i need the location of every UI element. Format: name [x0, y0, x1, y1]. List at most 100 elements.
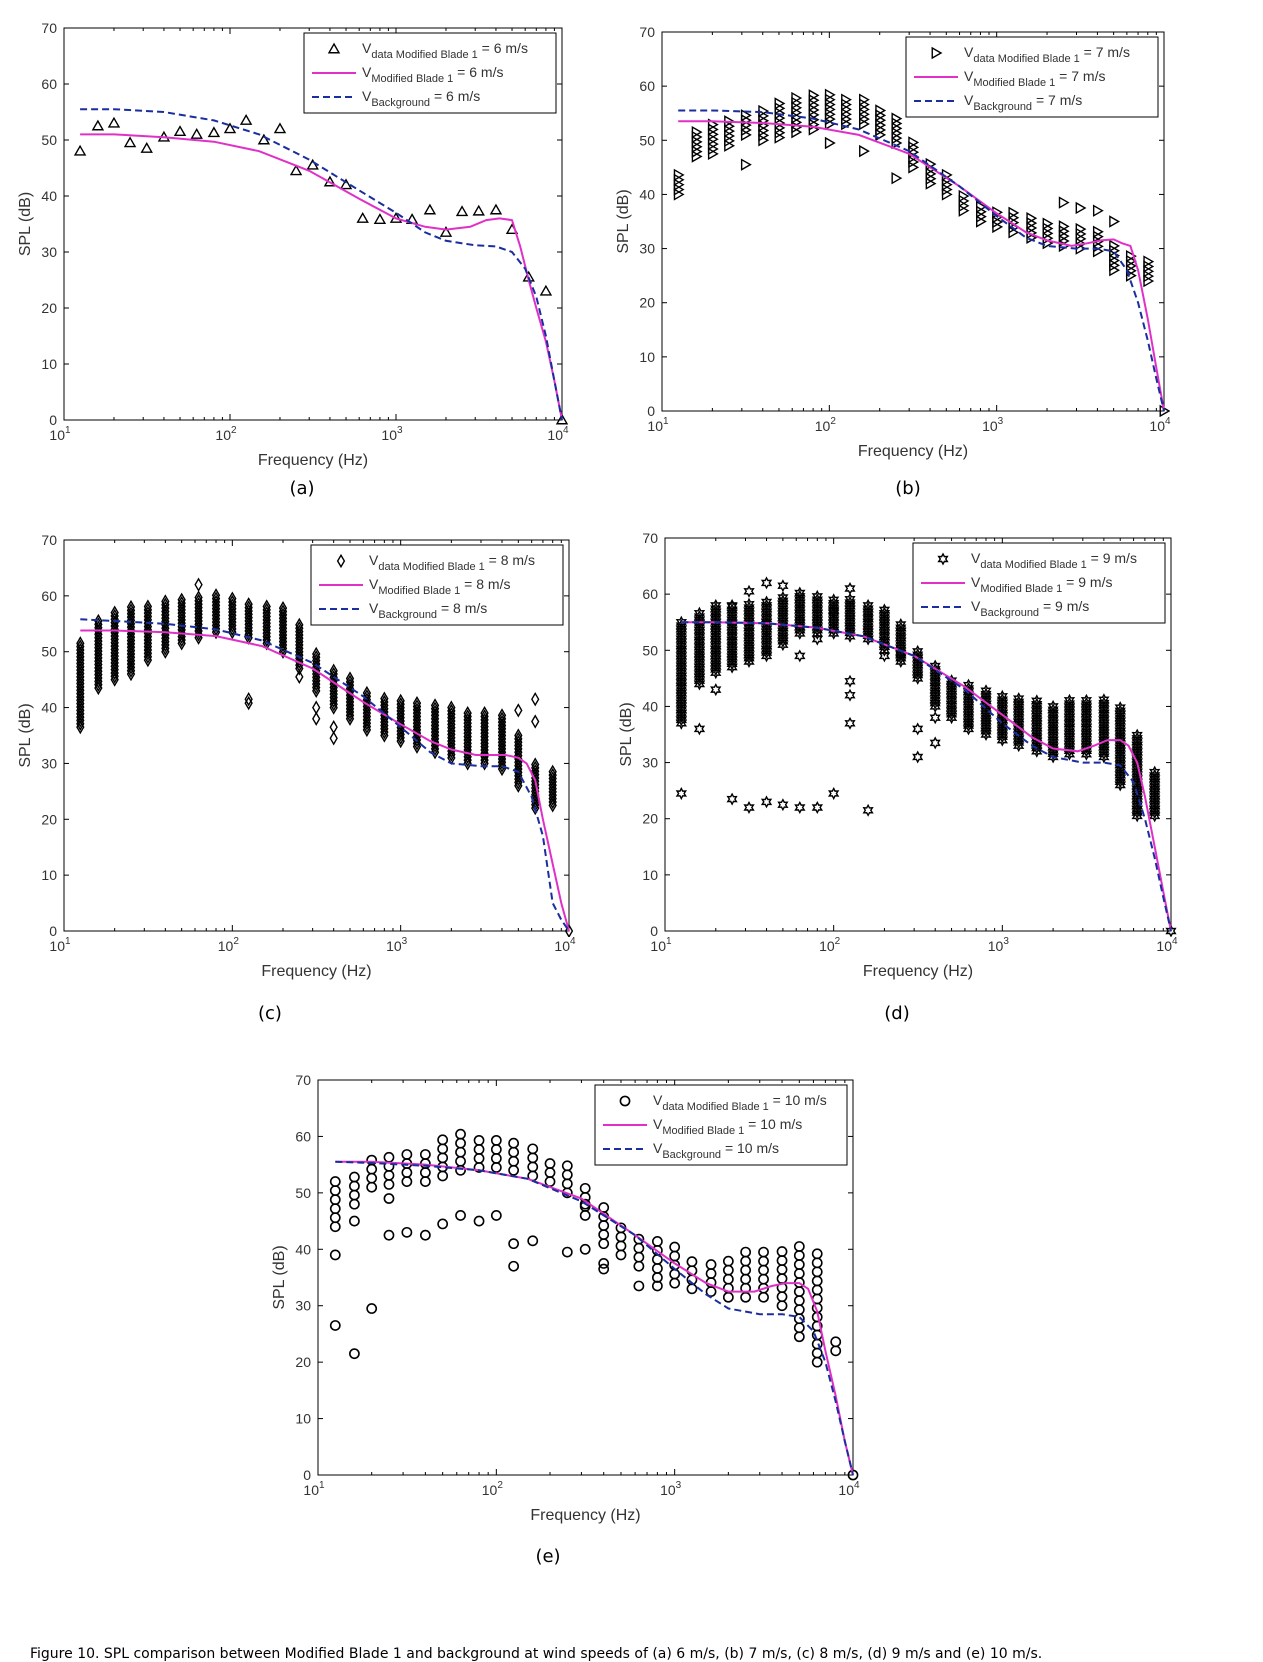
data-point — [844, 612, 856, 626]
data-point — [945, 687, 958, 701]
data-point — [980, 687, 992, 701]
chart-panel-a: 0 10 20 30 40 50 60 70 101 102 103 104 Frequency (Hz… — [0, 0, 620, 520]
data-point — [710, 612, 722, 626]
data-point — [437, 1134, 449, 1146]
data-point — [743, 654, 755, 669]
y-tick-label: 40 — [41, 188, 57, 204]
panel-label-d: (d) — [884, 1003, 910, 1024]
y-tick-label: 20 — [295, 1354, 311, 1370]
data-point — [722, 1255, 734, 1267]
data-point — [878, 623, 891, 637]
data-point — [548, 764, 557, 779]
data-point — [1148, 795, 1161, 809]
data-point — [693, 640, 706, 654]
data-point — [633, 1280, 645, 1292]
data-point — [827, 616, 840, 630]
data-point — [1098, 743, 1110, 757]
data-point — [878, 613, 891, 627]
legend-marker — [336, 553, 346, 569]
data-point — [295, 617, 304, 633]
data-point — [1080, 697, 1093, 711]
data-point — [895, 631, 907, 645]
data-point — [366, 1303, 378, 1314]
data-point — [962, 719, 975, 732]
data-point — [743, 604, 755, 618]
legend-label: VModified Blade 1 = 9 m/s — [971, 574, 1112, 595]
data-point — [760, 576, 773, 590]
data-point — [123, 136, 137, 148]
data-point — [1080, 727, 1093, 741]
data-point — [929, 673, 941, 686]
data-point — [878, 610, 891, 624]
data-point — [777, 634, 789, 648]
data-point — [945, 701, 958, 715]
data-point — [929, 686, 941, 700]
data-point — [497, 708, 507, 723]
data-point — [675, 686, 688, 700]
data-point — [811, 606, 824, 620]
data-point — [1012, 692, 1025, 706]
legend-label: VBackground = 10 m/s — [653, 1140, 779, 1161]
y-axis-label: SPL (dB) — [17, 192, 34, 256]
y-tick-label: 30 — [295, 1298, 311, 1314]
data-point — [356, 211, 369, 223]
data-point — [1047, 740, 1059, 754]
data-point — [289, 164, 303, 176]
data-point — [1143, 255, 1155, 268]
y-tick-label: 10 — [642, 867, 658, 883]
data-point — [891, 112, 903, 125]
data-point — [811, 589, 824, 603]
y-tick-label: 30 — [639, 241, 655, 257]
data-point — [1148, 792, 1161, 806]
data-point — [794, 626, 806, 640]
data-point — [726, 620, 738, 634]
data-point — [295, 669, 304, 684]
data-point — [962, 712, 975, 726]
data-point — [1031, 694, 1043, 708]
legend-marker — [619, 1095, 631, 1107]
data-point — [419, 1229, 431, 1241]
series-line-background — [681, 621, 1172, 932]
x-tick-label: 103 — [982, 416, 1004, 434]
data-point — [693, 616, 706, 630]
data-point — [895, 621, 907, 635]
data-point — [945, 684, 958, 698]
data-point — [827, 604, 840, 618]
data-point — [1047, 723, 1059, 737]
data-point — [437, 1218, 449, 1230]
data-point — [1031, 734, 1043, 748]
y-tick-label: 20 — [41, 300, 57, 316]
data-point — [844, 602, 856, 616]
data-point — [531, 692, 540, 707]
data-point — [1098, 726, 1110, 740]
data-point — [996, 716, 1009, 730]
data-point — [1012, 722, 1025, 736]
data-point — [598, 1263, 610, 1275]
data-point — [693, 636, 706, 651]
data-point — [710, 639, 722, 653]
data-point — [980, 711, 992, 725]
data-point — [996, 726, 1009, 740]
data-point — [844, 582, 856, 595]
data-point — [878, 606, 891, 620]
data-point — [675, 666, 688, 680]
data-point — [777, 798, 789, 812]
data-point — [73, 144, 87, 156]
data-point — [760, 649, 773, 663]
data-point — [844, 626, 856, 640]
data-point — [1063, 720, 1076, 734]
data-point — [830, 1336, 842, 1348]
data-point — [996, 699, 1009, 713]
data-point — [1131, 745, 1143, 759]
series-line-modified — [80, 133, 563, 421]
data-point — [1131, 738, 1143, 752]
data-point — [430, 698, 440, 713]
data-point — [929, 689, 941, 703]
data-point — [423, 203, 437, 215]
data-point — [776, 1246, 788, 1257]
data-point — [1047, 709, 1059, 723]
data-point — [844, 688, 856, 702]
data-point — [726, 613, 738, 627]
data-point — [777, 604, 789, 618]
figure-caption: Figure 10. SPL comparison between Modifi… — [30, 1646, 1043, 1662]
